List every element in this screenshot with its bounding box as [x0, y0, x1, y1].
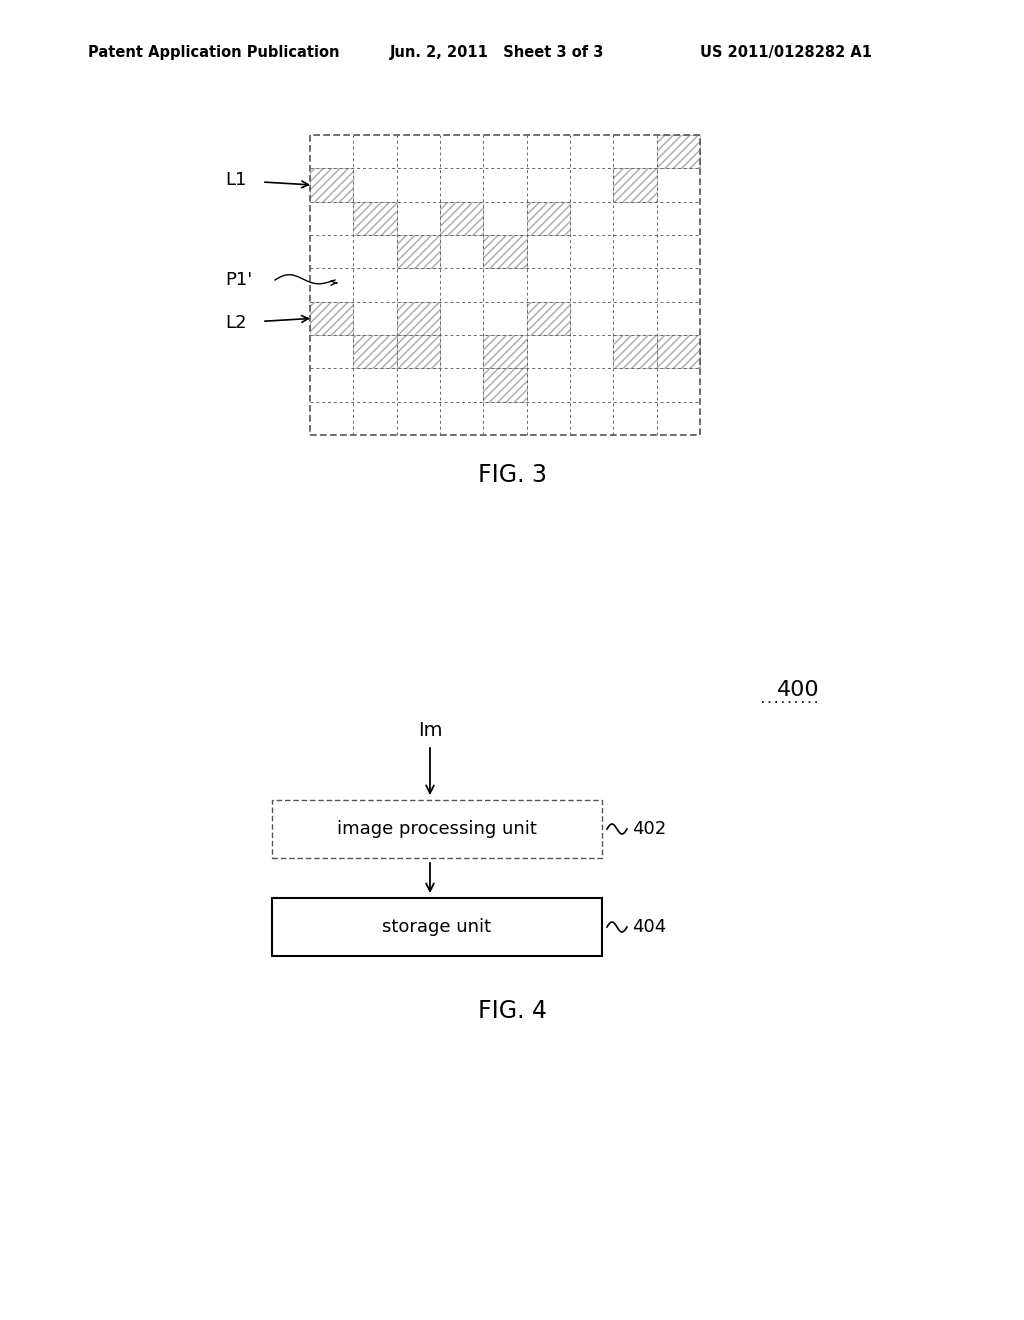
Bar — [353, 202, 396, 235]
Text: FIG. 4: FIG. 4 — [477, 999, 547, 1023]
Text: storage unit: storage unit — [382, 917, 492, 936]
Text: Jun. 2, 2011   Sheet 3 of 3: Jun. 2, 2011 Sheet 3 of 3 — [390, 45, 604, 59]
Text: US 2011/0128282 A1: US 2011/0128282 A1 — [700, 45, 872, 59]
Bar — [310, 169, 353, 202]
Bar — [526, 302, 570, 335]
Bar — [272, 898, 602, 956]
Text: 404: 404 — [632, 917, 667, 936]
Bar — [310, 135, 700, 436]
Bar — [613, 169, 656, 202]
Bar — [396, 302, 440, 335]
Bar — [396, 335, 440, 368]
Bar — [483, 368, 526, 401]
Bar — [483, 335, 526, 368]
Text: 400: 400 — [777, 680, 820, 700]
Text: image processing unit: image processing unit — [337, 820, 537, 838]
Text: P1': P1' — [225, 271, 252, 289]
Bar — [396, 235, 440, 268]
Text: L1: L1 — [225, 172, 247, 189]
Text: Patent Application Publication: Patent Application Publication — [88, 45, 340, 59]
Bar — [656, 135, 700, 169]
Bar — [272, 800, 602, 858]
Bar — [613, 335, 656, 368]
Bar — [656, 335, 700, 368]
Text: L2: L2 — [225, 314, 247, 333]
Bar — [353, 335, 396, 368]
Text: 402: 402 — [632, 820, 667, 838]
Bar — [526, 202, 570, 235]
Bar — [310, 302, 353, 335]
Bar — [483, 235, 526, 268]
Text: FIG. 3: FIG. 3 — [477, 463, 547, 487]
Bar — [440, 202, 483, 235]
Text: Im: Im — [418, 721, 442, 741]
